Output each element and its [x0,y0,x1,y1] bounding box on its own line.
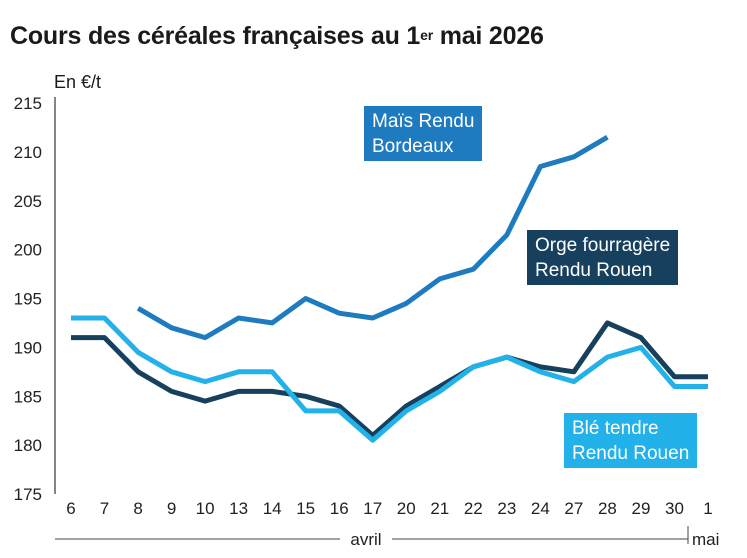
x-tick-label: 15 [296,499,315,518]
month-label-avril: avril [350,530,381,549]
y-tick-label: 215 [14,94,42,113]
y-tick-label: 205 [14,192,42,211]
y-axis-unit-label: En €/t [54,72,102,92]
y-tick-label: 190 [14,338,42,357]
x-tick-label: 9 [167,499,176,518]
y-tick-label: 180 [14,436,42,455]
x-tick-label: 29 [631,499,650,518]
series-label-ble: Blé tendre Rendu Rouen [564,413,698,468]
series-line-0 [136,135,609,341]
chart-title: Cours des céréales françaises au 1er mai… [10,22,544,50]
x-tick-label: 20 [397,499,416,518]
x-tick-label: 24 [531,499,550,518]
y-tick-label: 200 [14,241,42,260]
series-label-orge: Orge fourragère Rendu Rouen [527,230,679,285]
x-tick-label: 7 [100,499,109,518]
x-tick-label: 23 [497,499,516,518]
x-tick-label: 6 [66,499,75,518]
y-tick-label: 195 [14,290,42,309]
x-tick-label: 21 [430,499,449,518]
series-label-mais: Maïs Rendu Bordeaux [364,106,483,161]
x-tick-label: 14 [263,499,282,518]
y-tick-label: 175 [14,485,42,504]
y-tick-label: 185 [14,387,42,406]
series-line-2 [71,315,708,443]
x-tick-label: 13 [229,499,248,518]
series-line-1 [71,320,708,438]
x-tick-label: 10 [196,499,215,518]
month-label-mai: mai [692,530,719,549]
x-tick-label: 22 [464,499,483,518]
x-tick-label: 1 [703,499,712,518]
x-tick-label: 8 [133,499,142,518]
x-tick-label: 30 [665,499,684,518]
y-tick-label: 210 [14,143,42,162]
x-tick-label: 27 [564,499,583,518]
x-tick-label: 16 [330,499,349,518]
x-tick-label: 28 [598,499,617,518]
x-tick-label: 17 [363,499,382,518]
